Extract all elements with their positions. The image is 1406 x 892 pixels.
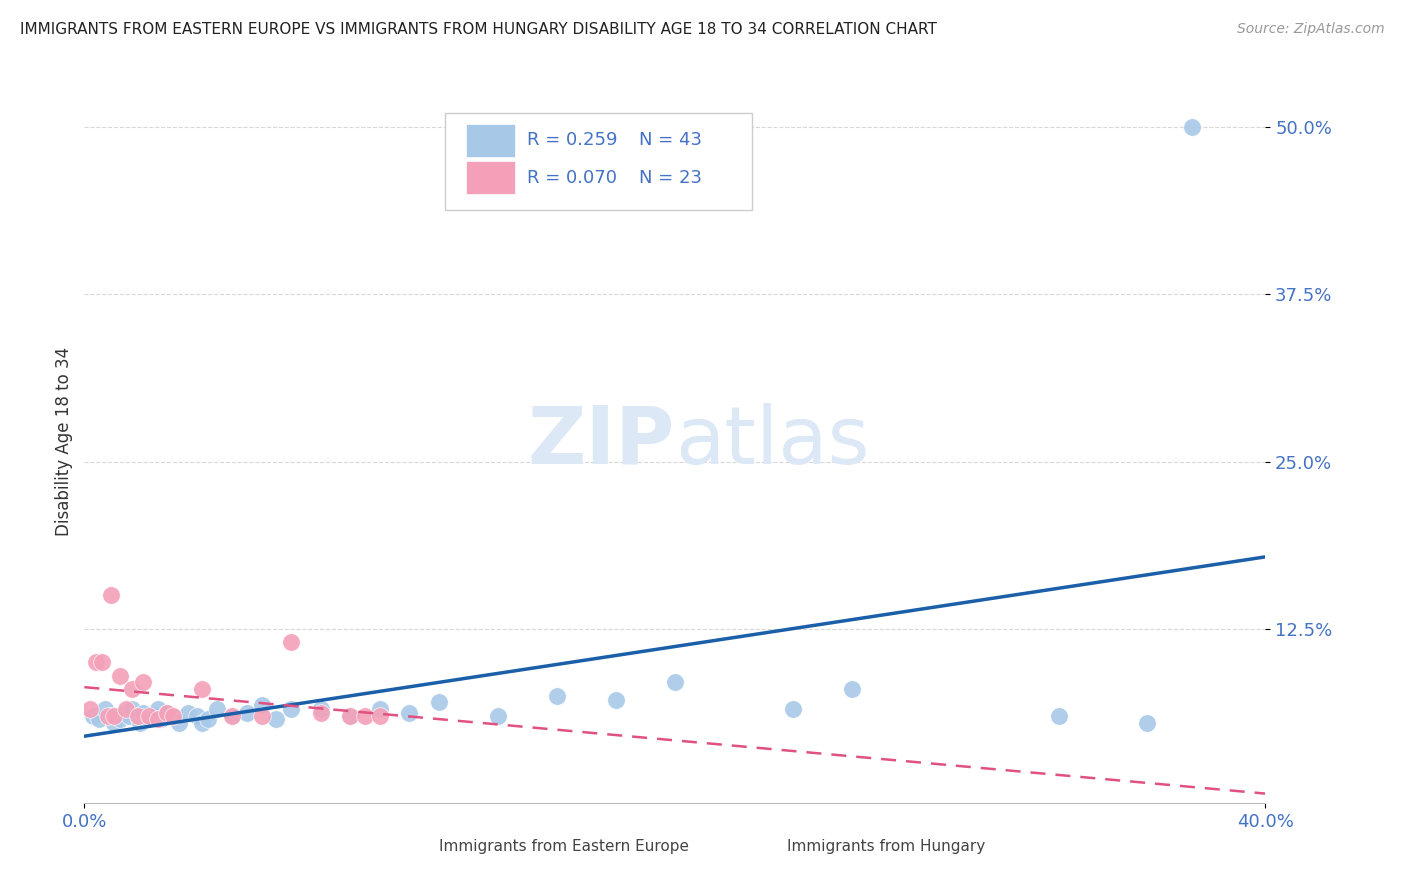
FancyBboxPatch shape	[465, 161, 516, 194]
Point	[94, 702, 117, 716]
Point	[427, 696, 450, 710]
Point	[148, 712, 170, 726]
Point	[207, 702, 229, 716]
Point	[605, 692, 627, 706]
Text: R = 0.259: R = 0.259	[527, 131, 617, 149]
Point	[91, 655, 114, 669]
Point	[546, 689, 568, 703]
Text: Source: ZipAtlas.com: Source: ZipAtlas.com	[1237, 22, 1385, 37]
Point	[84, 655, 107, 669]
Point	[138, 708, 160, 723]
Point	[143, 708, 166, 723]
Point	[127, 708, 149, 723]
Point	[280, 702, 302, 716]
Point	[148, 702, 170, 716]
Point	[108, 669, 131, 683]
Text: R = 0.070: R = 0.070	[527, 169, 617, 186]
Point	[1181, 120, 1204, 135]
Point	[309, 702, 332, 716]
Point	[156, 706, 179, 721]
Point	[339, 708, 361, 723]
Point	[103, 715, 125, 730]
Point	[138, 712, 160, 726]
Point	[197, 712, 219, 726]
Point	[280, 635, 302, 649]
Point	[114, 702, 136, 716]
Point	[177, 706, 200, 721]
Point	[250, 698, 273, 712]
Point	[186, 708, 208, 723]
Point	[398, 706, 420, 721]
Point	[121, 702, 143, 716]
FancyBboxPatch shape	[465, 124, 516, 157]
Point	[266, 712, 288, 726]
FancyBboxPatch shape	[444, 112, 752, 211]
Point	[100, 589, 122, 603]
Point	[156, 706, 179, 721]
Point	[782, 702, 804, 716]
Point	[368, 702, 391, 716]
Point	[1136, 715, 1159, 730]
Point	[339, 708, 361, 723]
Point	[118, 708, 141, 723]
Point	[121, 681, 143, 696]
Point	[354, 708, 377, 723]
Point	[108, 712, 131, 726]
Y-axis label: Disability Age 18 to 34: Disability Age 18 to 34	[55, 347, 73, 536]
Point	[114, 706, 136, 721]
Text: N = 43: N = 43	[640, 131, 703, 149]
Text: Immigrants from Eastern Europe: Immigrants from Eastern Europe	[439, 838, 689, 854]
Text: ZIP: ZIP	[527, 402, 675, 481]
Point	[221, 708, 243, 723]
Text: IMMIGRANTS FROM EASTERN EUROPE VS IMMIGRANTS FROM HUNGARY DISABILITY AGE 18 TO 3: IMMIGRANTS FROM EASTERN EUROPE VS IMMIGR…	[20, 22, 936, 37]
Point	[100, 708, 122, 723]
Point	[221, 708, 243, 723]
Point	[132, 675, 155, 690]
FancyBboxPatch shape	[738, 835, 775, 859]
Point	[236, 706, 259, 721]
Text: N = 23: N = 23	[640, 169, 703, 186]
Point	[250, 708, 273, 723]
Point	[162, 708, 184, 723]
Point	[1047, 708, 1070, 723]
Point	[841, 681, 863, 696]
Point	[87, 712, 111, 726]
Point	[664, 675, 686, 690]
Point	[167, 715, 190, 730]
Point	[82, 708, 104, 723]
Point	[191, 715, 214, 730]
Point	[103, 708, 125, 723]
Point	[486, 708, 509, 723]
Point	[129, 715, 152, 730]
Point	[97, 708, 120, 723]
Point	[309, 706, 332, 721]
Point	[150, 712, 173, 726]
FancyBboxPatch shape	[389, 835, 427, 859]
Point	[368, 708, 391, 723]
Point	[132, 706, 155, 721]
Text: atlas: atlas	[675, 402, 869, 481]
Point	[127, 708, 149, 723]
Point	[191, 681, 214, 696]
Point	[162, 708, 184, 723]
Text: Immigrants from Hungary: Immigrants from Hungary	[787, 838, 986, 854]
Point	[79, 702, 101, 716]
